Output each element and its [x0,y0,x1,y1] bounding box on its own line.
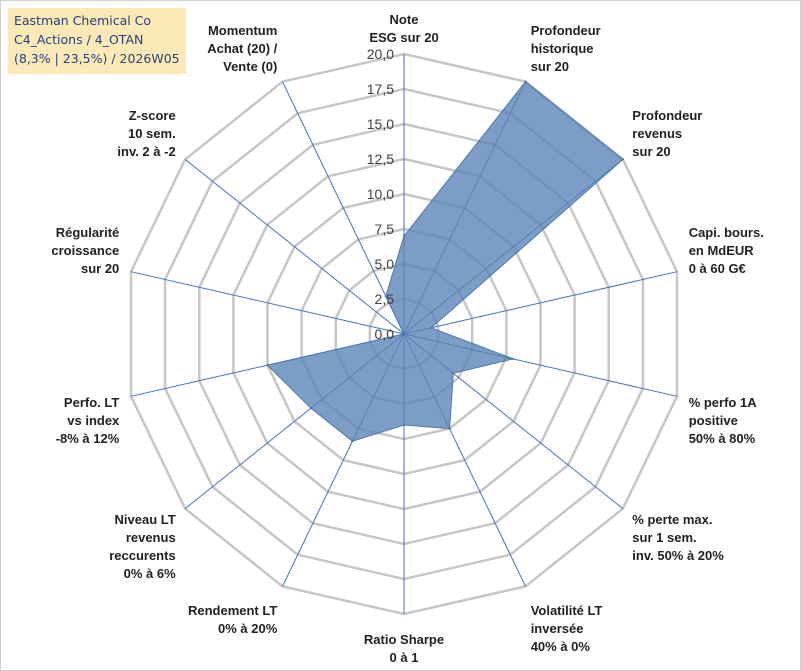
data-point [309,407,313,410]
axis-spoke [282,81,405,335]
data-point [621,158,625,161]
data-point [430,326,433,329]
tick-label: 15,0 [367,116,394,132]
axis-spoke [403,271,678,335]
tick-label: 2,5 [375,291,395,307]
data-point [402,423,406,427]
tick-label: 5,0 [375,256,395,272]
axis-label: Profondeur revenus sur 20 [632,108,702,159]
data-point [351,440,354,443]
radar-axis-labels: Note ESG sur 20 Profondeur historique sur 20… [51,12,763,665]
axis-spoke [130,271,405,335]
radar-series [266,80,625,443]
axis-label: Note ESG sur 20 [369,12,438,45]
axis-label: Niveau LT revenus reccurents 0% à 6% [109,512,176,581]
axis-label: % perte max. sur 1 sem. inv. 50% à 20% [632,512,724,563]
title-box: Eastman Chemical Co C4_Actions / 4_OTAN … [8,8,186,74]
data-point [524,80,527,83]
axis-label: Perfo. LT vs index -8% à 12% [56,395,120,446]
axis-label: Ratio Sharpe 0 à 1 [364,632,444,665]
axis-label: Volatilité LT inversée 40% à 0% [531,603,603,654]
axis-label: Profondeur historique sur 20 [531,23,601,74]
data-point [452,372,455,375]
axis-label: Capi. bours. en MdEUR 0 à 60 G€ [689,225,764,276]
data-point [384,295,387,298]
axis-label: % perfo 1A positive 50% à 80% [689,395,758,446]
tick-label: 12,5 [367,151,394,167]
title-company: Eastman Chemical Co [14,13,152,28]
title-category: C4_Actions / 4_OTAN [14,32,144,47]
tick-label: 17,5 [367,81,394,97]
tick-label: 20,0 [367,46,394,62]
data-point [402,234,406,238]
axis-label: Rendement LT 0% à 20% [188,603,278,636]
data-point [512,357,515,361]
data-point [402,332,406,336]
axis-spoke [184,159,405,335]
tick-label: 10,0 [367,186,394,202]
data-point [448,427,451,430]
radar-tick-labels: 0,0 2,5 5,0 7,5 10,0 12,5 15,0 17,5 20,0 [367,46,394,342]
axis-label: Z-score 10 sem. inv. 2 à -2 [117,108,175,159]
title-stats: (8,3% | 23,5%) / 2026W05 [14,51,180,66]
axis-label: Régularité croissance sur 20 [51,225,119,276]
data-point [266,364,269,367]
series-area [266,80,624,442]
axis-label: Momentum Achat (20) / Vente (0) [207,23,277,74]
tick-label: 7,5 [375,221,395,237]
tick-label: 0,0 [375,326,395,342]
